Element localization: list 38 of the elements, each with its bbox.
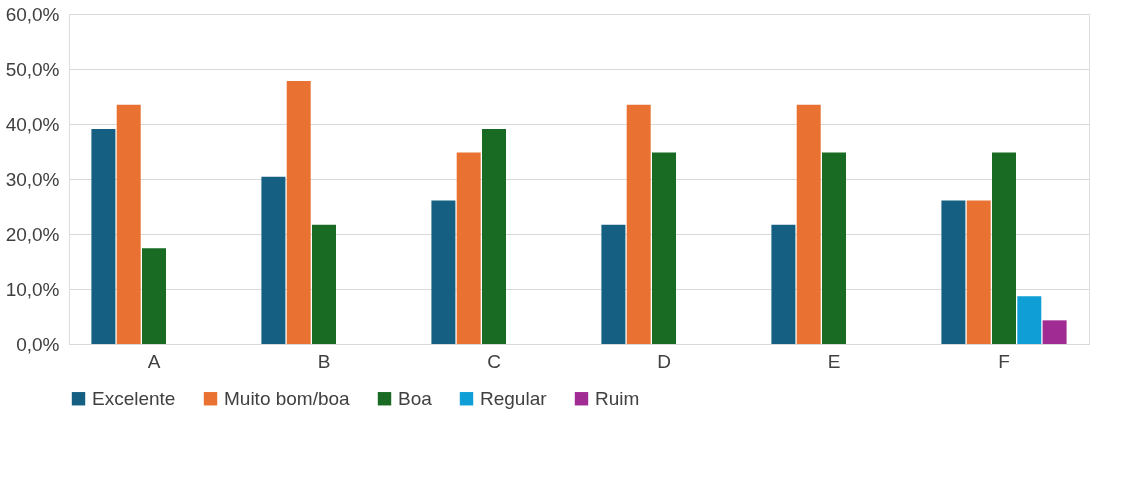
x-tick-label: D: [657, 350, 671, 372]
bar: [966, 200, 991, 344]
legend-label: Muito bom/boa: [224, 387, 351, 409]
y-tick-label: 20,0%: [5, 223, 60, 245]
bar: [312, 224, 336, 344]
bar: [1042, 320, 1067, 344]
bar: [91, 128, 116, 344]
bar: [116, 104, 141, 344]
bar: [992, 152, 1016, 344]
bar: [142, 248, 166, 344]
x-tick-label: B: [317, 350, 331, 372]
y-tick-label: 30,0%: [5, 168, 60, 190]
bar: [941, 200, 966, 344]
legend-label: Ruim: [595, 387, 640, 409]
bar: [771, 224, 796, 344]
legend-label: Boa: [398, 387, 433, 409]
x-tick-label: E: [827, 350, 841, 372]
legend-label: Excelente: [92, 387, 176, 409]
x-tick-label: A: [147, 350, 161, 372]
bar: [796, 104, 821, 344]
bar: [261, 176, 286, 344]
bar: [822, 152, 846, 344]
x-tick-label: C: [487, 350, 501, 372]
bar: [601, 224, 626, 344]
y-tick-label: 40,0%: [5, 113, 60, 135]
bar: [482, 128, 506, 344]
x-tick-label: F: [998, 350, 1010, 372]
bar: [652, 152, 676, 344]
y-tick-label: 10,0%: [5, 278, 60, 300]
legend-label: Regular: [480, 387, 548, 409]
y-tick-label: 60,0%: [5, 3, 60, 25]
bar: [1017, 296, 1042, 344]
bar: [456, 152, 481, 344]
y-tick-label: 0,0%: [16, 333, 60, 355]
bar: [431, 200, 456, 344]
bar: [286, 81, 311, 344]
y-tick-label: 50,0%: [5, 58, 60, 80]
bar: [626, 104, 651, 344]
